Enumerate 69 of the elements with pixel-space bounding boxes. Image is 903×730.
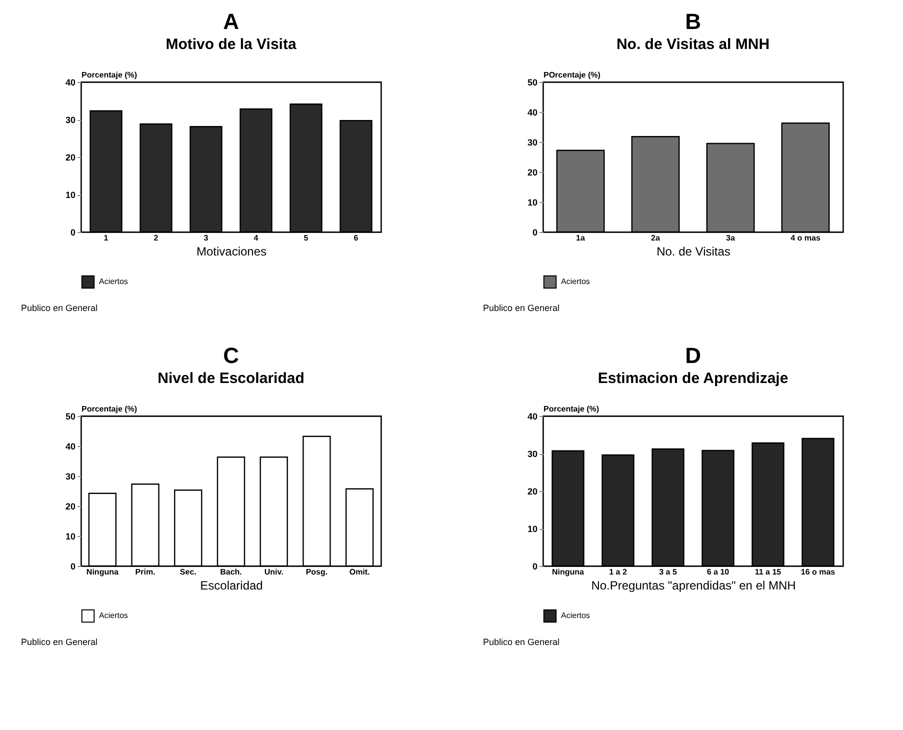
legend-label: Aciertos xyxy=(561,277,590,286)
x-tick-label: 16 o mas xyxy=(800,568,836,576)
chart-title: D xyxy=(685,343,701,368)
x-tick-label: 11 a 15 xyxy=(754,568,782,576)
x-tick-label: Prim. xyxy=(135,568,156,576)
y-axis-title: Porcentaje (%) xyxy=(544,404,600,414)
x-tick-label: 3 xyxy=(204,234,209,242)
x-axis-title: Motivaciones xyxy=(196,244,267,258)
y-tick-label: 30 xyxy=(65,115,76,125)
y-tick-label: 40 xyxy=(527,412,538,422)
x-tick-label: Sec. xyxy=(180,568,196,576)
x-tick-label: 2 xyxy=(154,234,159,242)
legend-label: Aciertos xyxy=(99,611,128,620)
x-tick-label: 4 xyxy=(254,234,259,242)
y-axis-title: POrcentaje (%) xyxy=(544,70,601,80)
y-tick-label: 20 xyxy=(527,168,538,178)
chart-title: A xyxy=(223,9,240,34)
x-tick-label: 1a xyxy=(576,234,586,242)
y-tick-label: 0 xyxy=(532,228,538,238)
x-tick-label: Univ. xyxy=(264,568,284,576)
x-tick-label: 5 xyxy=(304,234,309,242)
x-axis-title: No.Preguntas "aprendidas" en el MNH xyxy=(591,578,796,592)
y-tick-label: 40 xyxy=(65,78,76,88)
x-tick-label: 1 a 2 xyxy=(609,568,628,576)
x-tick-label: 3a xyxy=(726,234,736,242)
text: Publico en General xyxy=(483,303,560,313)
y-tick-label: 30 xyxy=(65,472,76,482)
x-tick-label: 3 a 5 xyxy=(659,568,678,576)
y-tick-label: 0 xyxy=(70,562,76,572)
x-axis-title: No. de Visitas xyxy=(656,244,730,258)
y-axis-title: Porcentaje (%) xyxy=(82,70,138,80)
x-tick-label: 2a xyxy=(651,234,660,242)
y-axis-title: Porcentaje (%) xyxy=(82,404,138,414)
y-tick-label: 50 xyxy=(527,78,538,88)
x-tick-label: Ninguna xyxy=(86,568,119,576)
x-tick-label: Omit. xyxy=(349,568,370,576)
x-tick-label: 6 a 10 xyxy=(706,568,730,576)
x-tick-label: 1 xyxy=(104,234,109,242)
y-tick-label: 10 xyxy=(65,190,76,200)
text: Publico en General xyxy=(483,637,560,647)
legend-label: Aciertos xyxy=(561,611,590,620)
y-tick-label: 40 xyxy=(65,442,76,452)
y-tick-label: 20 xyxy=(65,152,76,162)
y-tick-label: 10 xyxy=(65,532,76,542)
chart-title: B xyxy=(685,9,701,34)
y-tick-label: 20 xyxy=(527,486,538,496)
y-tick-label: 40 xyxy=(527,108,538,118)
y-tick-label: 30 xyxy=(527,138,538,148)
x-tick-label: 4 o mas xyxy=(790,234,821,242)
chart-subtitle: Motivo de la Visita xyxy=(166,36,297,53)
y-tick-label: 30 xyxy=(527,449,538,459)
y-tick-label: 0 xyxy=(70,228,76,238)
x-tick-label: Bach. xyxy=(220,568,242,576)
y-tick-label: 20 xyxy=(65,502,76,512)
x-tick-label: Posg. xyxy=(306,568,328,576)
x-tick-label: 6 xyxy=(354,234,359,242)
chart-title: C xyxy=(223,343,240,368)
chart-subtitle: Estimacion de Aprendizaje xyxy=(598,370,788,387)
chart-subtitle: Nivel de Escolaridad xyxy=(158,370,304,387)
text: Publico en General xyxy=(21,637,98,647)
legend-label: Aciertos xyxy=(99,277,128,286)
y-tick-label: 10 xyxy=(527,524,538,534)
chart-subtitle: No. de Visitas al MNH xyxy=(616,36,770,53)
y-tick-label: 50 xyxy=(65,412,76,422)
text: Publico en General xyxy=(21,303,98,313)
y-tick-label: 0 xyxy=(532,562,538,572)
x-axis-title: Escolaridad xyxy=(200,578,263,592)
y-tick-label: 10 xyxy=(527,198,538,208)
x-tick-label: Ninguna xyxy=(552,568,585,576)
